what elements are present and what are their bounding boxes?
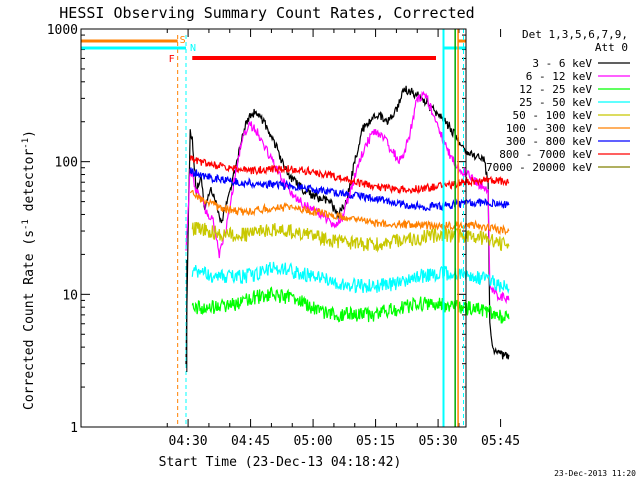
chart-title: HESSI Observing Summary Count Rates, Cor…	[59, 4, 474, 22]
y-tick-label: 10	[62, 288, 78, 303]
svg-text:Corrected Count Rate (s-1 dete: Corrected Count Rate (s-1 detector-1)	[21, 130, 37, 410]
legend-label: 300 - 800 keV	[506, 135, 592, 148]
legend-header: Det 1,3,5,6,7,9,	[522, 28, 628, 41]
plot-frame	[80, 28, 467, 428]
x-tick-label: 04:45	[231, 434, 270, 449]
x-tick-label: 05:15	[356, 434, 395, 449]
flare-label: F	[169, 54, 175, 65]
y-tick-label: 1000	[47, 23, 78, 38]
y-axis-label-main: Corrected Count Rate (s	[22, 230, 37, 410]
night-label: N	[190, 43, 196, 54]
y-axis-label-sup1: -1	[21, 219, 31, 230]
legend-label: 3 - 6 keV	[532, 57, 592, 70]
y-axis-label: Corrected Count Rate (s-1 detector-1)	[21, 130, 37, 410]
saa-label: S	[180, 35, 186, 46]
legend-header-att: Att 0	[595, 41, 628, 54]
y-axis-label-sup2: -1	[21, 138, 31, 149]
series-line	[191, 221, 510, 253]
legend-label: 7000 - 20000 keV	[486, 161, 592, 174]
legend-label: 50 - 100 keV	[513, 109, 593, 122]
x-tick-label: 05:00	[294, 434, 333, 449]
y-tick-label: 1	[70, 421, 78, 436]
axis-ticks: 1 10 100 1000 04:30 04:45 05:00 05:15 05:30 05:45	[47, 23, 520, 449]
series-line	[191, 261, 510, 295]
y-tick-label: 100	[55, 156, 78, 171]
y-axis-label-end: )	[22, 130, 37, 138]
y-axis-label-mid: detector	[22, 149, 37, 220]
x-axis-label: Start Time (23-Dec-13 04:18:42)	[159, 455, 402, 470]
series-line	[191, 286, 510, 324]
legend-label: 100 - 300 keV	[506, 122, 592, 135]
x-tick-label: 04:30	[169, 434, 208, 449]
x-tick-label: 05:45	[481, 434, 520, 449]
legend-label: 800 - 7000 keV	[499, 148, 592, 161]
legend-label: 25 - 50 keV	[519, 96, 592, 109]
legend-label: 6 - 12 keV	[526, 70, 593, 83]
x-tick-label: 05:30	[419, 434, 458, 449]
series-group	[185, 85, 510, 365]
footer-date: 23-Dec-2013 11:20	[554, 469, 636, 478]
legend-label: 12 - 25 keV	[519, 83, 592, 96]
attenuator-markers: SN F	[81, 29, 466, 427]
